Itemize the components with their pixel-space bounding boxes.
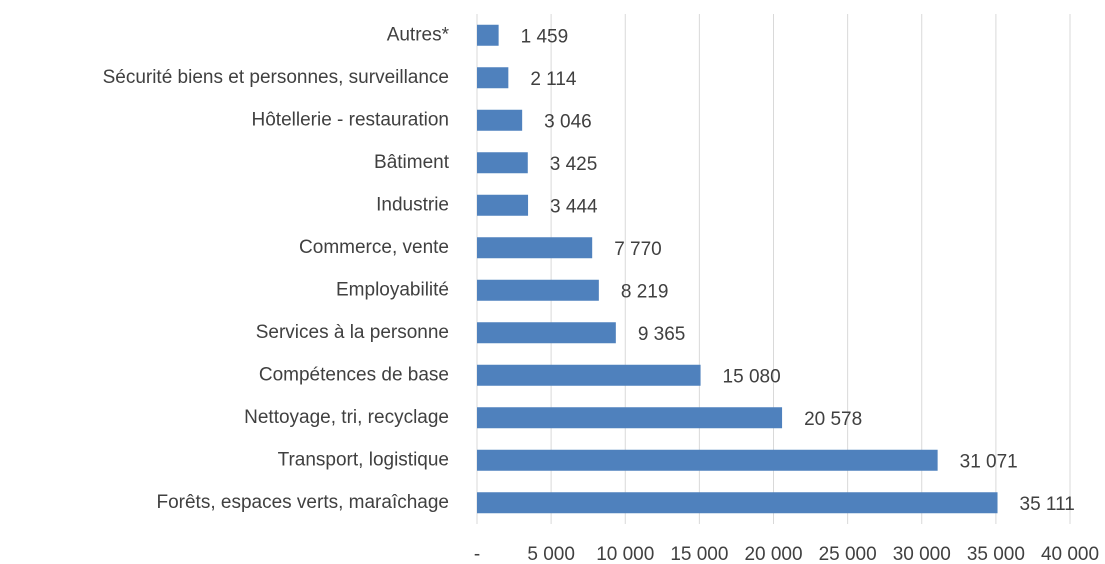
x-tick-label: - [474,544,480,564]
bar [477,322,616,344]
y-tick-label: Industrie [376,194,449,215]
x-tick-label: 30 000 [893,544,951,564]
data-label: 8 219 [621,281,669,302]
data-label: 7 770 [614,239,662,260]
bar [477,407,783,429]
y-tick-label: Services à la personne [256,322,449,343]
data-label: 2 114 [530,69,577,90]
x-tick-label: 40 000 [1041,544,1099,564]
x-tick-label: 15 000 [670,544,728,564]
x-tick-label: 20 000 [744,544,802,564]
y-tick-label: Transport, logistique [278,449,449,470]
bar [477,279,599,301]
data-label: 3 046 [544,111,592,132]
x-tick-label: 35 000 [967,544,1025,564]
x-tick-label: 10 000 [596,544,654,564]
y-tick-label: Nettoyage, tri, recyclage [244,407,449,428]
data-label: 31 071 [960,451,1018,472]
x-tick-label: 5 000 [527,544,575,564]
data-label: 35 111 [1020,494,1075,515]
bar [477,492,998,514]
bar [477,449,938,471]
bar [477,364,701,386]
data-label: 9 365 [638,324,686,345]
bar [477,237,593,259]
data-label: 3 425 [550,154,598,175]
y-tick-label: Commerce, vente [299,237,449,258]
y-tick-label: Hôtellerie - restauration [252,109,449,130]
y-tick-label: Compétences de base [259,364,449,385]
bar [477,194,529,216]
data-label: 3 444 [550,196,598,217]
x-tick-label: 25 000 [819,544,877,564]
y-tick-label: Forêts, espaces verts, maraîchage [156,492,449,513]
data-label: 15 080 [723,366,781,387]
y-tick-label: Bâtiment [374,152,450,173]
bar [477,24,499,46]
data-label: 20 578 [804,409,862,430]
y-tick-label: Autres* [387,24,450,45]
y-tick-label: Sécurité biens et personnes, surveillanc… [103,67,449,88]
bar [477,109,523,131]
y-tick-label: Employabilité [336,279,449,300]
data-label: 1 459 [521,26,569,47]
bar [477,152,528,174]
bar [477,67,509,89]
